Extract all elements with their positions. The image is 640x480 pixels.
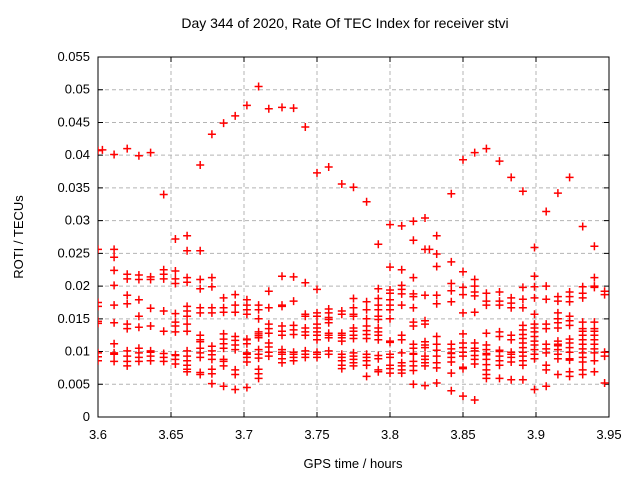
- y-tick-label: 0.05: [65, 82, 90, 97]
- scatter-points: [98, 82, 609, 404]
- y-tick-label: 0: [83, 409, 90, 424]
- y-tick-labels: 0 0.005 0.01 0.015 0.02 0.025 0.03 0.035 0.04 0.0…: [57, 49, 90, 424]
- y-tick-label: 0.01: [65, 344, 90, 359]
- y-tick-label: 0.045: [57, 114, 90, 129]
- y-tick-label: 0.025: [57, 245, 90, 260]
- x-tick-label: 3.85: [450, 427, 475, 442]
- x-tick-label: 3.9: [527, 427, 545, 442]
- y-tick-label: 0.005: [57, 376, 90, 391]
- x-tick-label: 3.6: [89, 427, 107, 442]
- y-tick-label: 0.035: [57, 180, 90, 195]
- plot-frame: [97, 56, 610, 418]
- x-tick-labels: 3.6 3.65 3.7 3.75 3.8 3.85 3.9 3.95: [89, 427, 622, 442]
- y-tick-label: 0.03: [65, 213, 90, 228]
- data-points-plus-markers: [98, 82, 609, 404]
- y-axis-title: ROTI / TECUs: [11, 195, 26, 279]
- y-tick-label: 0.02: [65, 278, 90, 293]
- x-tick-label: 3.75: [304, 427, 329, 442]
- chart-title: Day 344 of 2020, Rate Of TEC Index for r…: [181, 15, 508, 31]
- x-tick-label: 3.7: [235, 427, 253, 442]
- y-tick-label: 0.04: [65, 147, 90, 162]
- x-tick-label: 3.95: [596, 427, 621, 442]
- x-tick-label: 3.65: [158, 427, 183, 442]
- y-tick-label: 0.055: [57, 49, 90, 64]
- x-tick-label: 3.8: [381, 427, 399, 442]
- axis-ticks: [97, 56, 610, 418]
- x-axis-title: GPS time / hours: [304, 456, 403, 471]
- y-tick-label: 0.015: [57, 311, 90, 326]
